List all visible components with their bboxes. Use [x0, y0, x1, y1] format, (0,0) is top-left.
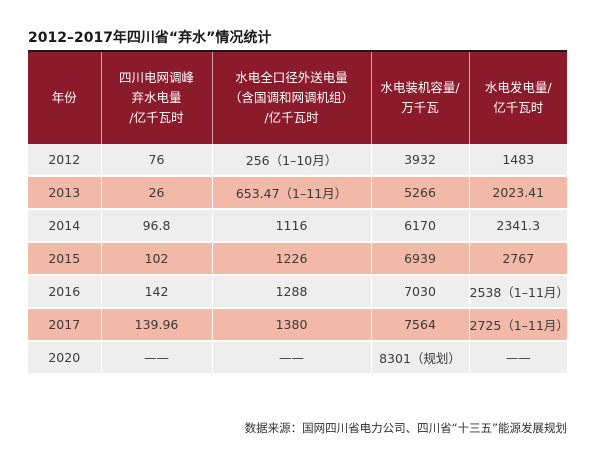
header-line: 水电发电量/	[484, 80, 552, 95]
cell-curtailed: 26	[101, 176, 213, 210]
cell-year: 2020	[28, 341, 102, 375]
table-row: 2015 102 1226 6939 2767	[28, 242, 567, 276]
cell-year: 2013	[28, 176, 102, 210]
header-line: 水电全口径外送电量	[235, 70, 348, 85]
cell-export: 256（1–10月）	[212, 144, 372, 177]
table-row: 2012 76 256（1–10月） 3932 1483	[28, 144, 567, 177]
cell-year: 2012	[28, 144, 102, 177]
cell-export: 1380	[212, 308, 372, 342]
header-row: 年份 四川电网调峰 弃水电量 /亿千瓦时 水电全口径外送电量 （含国调和网调机组…	[28, 52, 567, 144]
header-installed-capacity: 水电装机容量/ 万千瓦	[371, 52, 470, 144]
cell-curtailed: 76	[101, 144, 213, 177]
cell-curtailed: 142	[101, 275, 213, 309]
cell-curtailed: 96.8	[101, 209, 213, 243]
header-line: 万千瓦	[401, 100, 439, 115]
table-row: 2017 139.96 1380 7564 2725（1–11月）	[28, 308, 569, 342]
cell-year: 2015	[28, 242, 102, 276]
header-line: /亿千瓦时	[264, 110, 319, 125]
cell-capacity: 7030	[371, 275, 470, 309]
header-curtailed-energy: 四川电网调峰 弃水电量 /亿千瓦时	[101, 52, 213, 144]
header-line: 弃水电量	[131, 90, 182, 105]
header-line: /亿千瓦时	[129, 110, 184, 125]
cell-export: 1288	[212, 275, 372, 309]
cell-capacity: 7564	[371, 308, 470, 342]
cell-capacity: 3932	[371, 144, 470, 177]
header-line: 年份	[51, 90, 77, 105]
header-line: 水电装机容量/	[380, 80, 460, 95]
cell-generation: 2341.3	[469, 209, 567, 243]
table-row: 2016 142 1288 7030 2538（1–11月）	[28, 275, 569, 309]
header-year: 年份	[28, 52, 102, 144]
cell-export: 653.47（1–11月）	[212, 176, 372, 210]
cell-capacity: 6170	[371, 209, 470, 243]
header-generation: 水电发电量/ 亿千瓦时	[469, 52, 567, 144]
header-line: 四川电网调峰	[118, 70, 194, 85]
cell-generation: 2767	[469, 242, 567, 276]
table-title: 2012–2017年四川省“弃水”情况统计	[28, 30, 272, 46]
header-export-energy: 水电全口径外送电量 （含国调和网调机组） /亿千瓦时	[212, 52, 372, 144]
data-table: 年份 四川电网调峰 弃水电量 /亿千瓦时 水电全口径外送电量 （含国调和网调机组…	[28, 52, 569, 375]
cell-curtailed: ——	[101, 341, 213, 375]
header-line: 亿千瓦时	[493, 100, 544, 115]
cell-year: 2014	[28, 209, 102, 243]
cell-generation: 2023.41	[469, 176, 567, 210]
cell-export: 1226	[212, 242, 372, 276]
cell-year: 2016	[28, 275, 102, 309]
cell-generation: 2538（1–11月）	[469, 275, 569, 309]
cell-export: 1116	[212, 209, 372, 243]
cell-year: 2017	[28, 308, 102, 342]
cell-generation: 1483	[469, 144, 567, 177]
cell-generation: ——	[469, 341, 567, 375]
cell-capacity: 5266	[371, 176, 470, 210]
header-line: （含国调和网调机组）	[228, 90, 354, 105]
table-row: 2014 96.8 1116 6170 2341.3	[28, 209, 567, 243]
cell-capacity: 8301（规划）	[371, 341, 470, 375]
cell-export: ——	[212, 341, 372, 375]
title-rule	[28, 50, 567, 52]
source-note: 数据来源：国网四川省电力公司、四川省“十三五”能源发展规划	[244, 421, 567, 435]
table-row: 2020 —— —— 8301（规划） ——	[28, 341, 567, 375]
cell-capacity: 6939	[371, 242, 470, 276]
cell-curtailed: 139.96	[101, 308, 213, 342]
cell-generation: 2725（1–11月）	[469, 308, 569, 342]
table-row: 2013 26 653.47（1–11月） 5266 2023.41	[28, 176, 567, 210]
cell-curtailed: 102	[101, 242, 213, 276]
